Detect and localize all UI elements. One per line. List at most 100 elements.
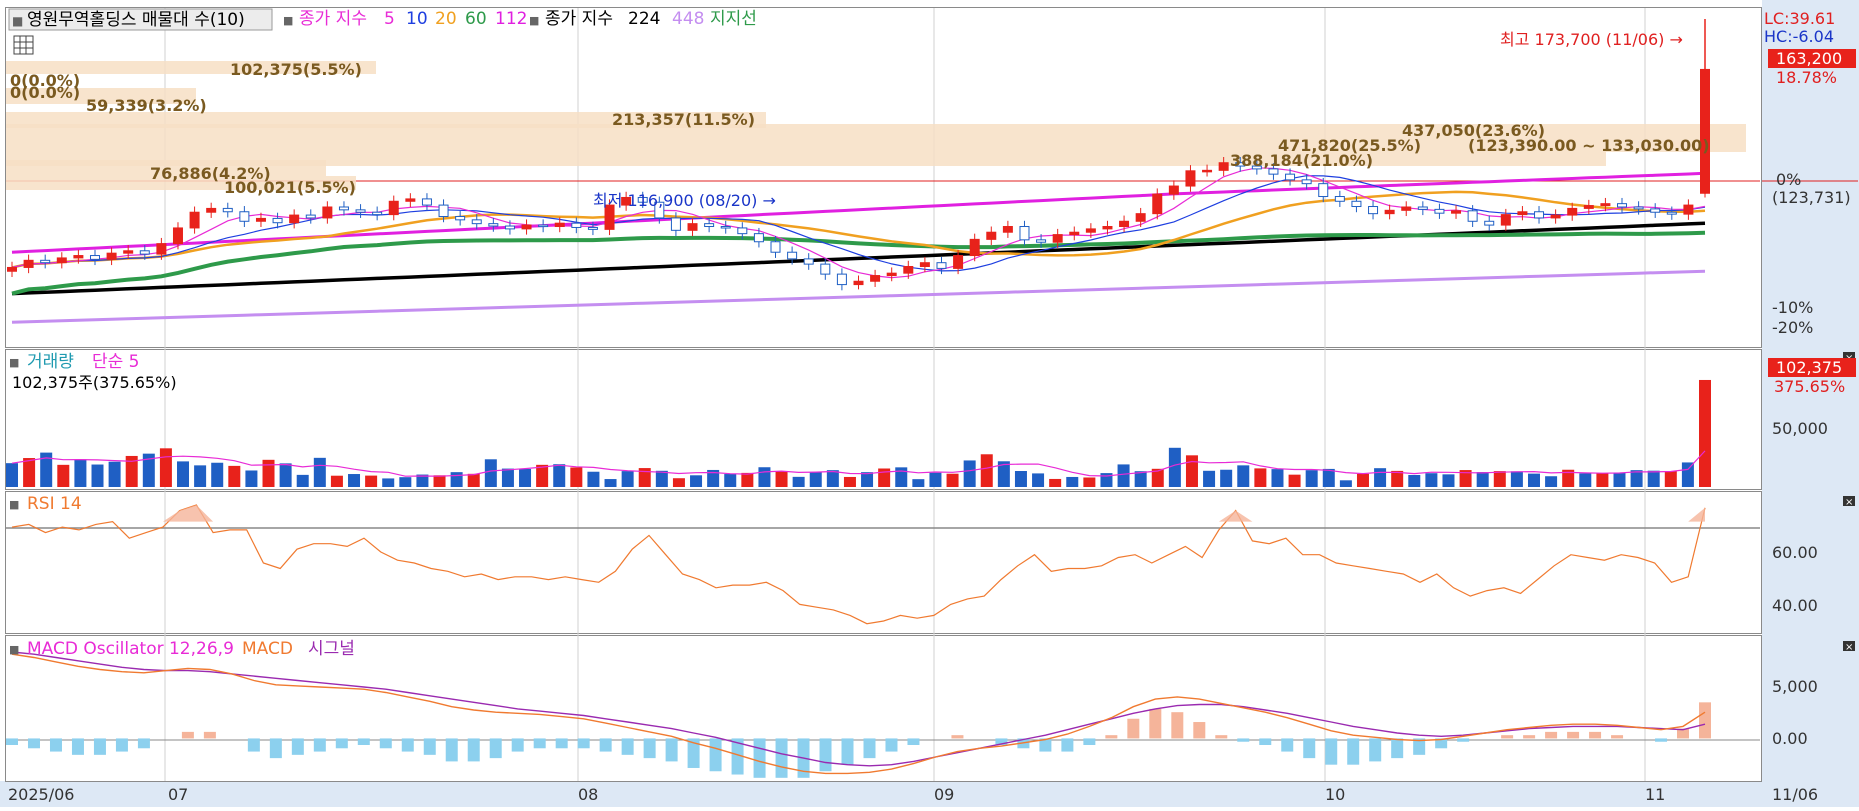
candle-body-94 (1567, 207, 1578, 216)
volume-bar-26 (450, 472, 463, 487)
macd-osc-bar-76 (1677, 728, 1690, 739)
macd-osc-bar-28 (621, 738, 634, 755)
macd-osc-bar-66 (1457, 738, 1470, 742)
volume-bar-17 (296, 474, 309, 487)
macd-osc-bar-25 (555, 738, 568, 749)
volume-profile-layer (6, 61, 1746, 190)
candle-body-13 (222, 207, 233, 213)
candle-body-75 (1251, 165, 1262, 170)
title-box[interactable] (8, 8, 273, 31)
candle-body-91 (1517, 211, 1528, 216)
macd-osc-bar-45 (995, 738, 1008, 745)
volume-bar-89 (1527, 473, 1540, 487)
rsi-panel[interactable] (5, 491, 1762, 634)
candle-body-98 (1633, 206, 1644, 210)
macd-osc-bar-48 (1061, 738, 1074, 752)
candle-body-11 (189, 211, 200, 229)
candle-body-57 (953, 255, 964, 269)
volume-profile-band-0 (6, 61, 376, 74)
candle-body-1 (23, 259, 34, 268)
volume-bar-39 (672, 478, 685, 487)
vp-label-388184: 388,184(21.0%) (1230, 151, 1373, 170)
table-icon[interactable] (13, 35, 34, 55)
volume-bar-94 (1613, 472, 1626, 487)
volume-bar-15 (262, 459, 275, 487)
volume-bar-85 (1459, 470, 1472, 487)
volume-bar-11 (194, 465, 207, 487)
macd-osc-bar-6 (137, 738, 150, 749)
volume-bar-2 (40, 452, 53, 487)
macd-osc-bar-18 (401, 738, 414, 752)
candle-body-39 (654, 201, 665, 219)
volume-bar-76 (1305, 470, 1318, 487)
volume-bar-57 (980, 454, 993, 487)
ma-112-label: 112 (495, 9, 527, 29)
volume-bar-23 (399, 477, 412, 487)
candle-body-84 (1401, 206, 1412, 211)
pct-minus-20: -20% (1772, 318, 1813, 337)
candle-body-97 (1617, 203, 1628, 208)
macd-osc-bar-15 (335, 738, 348, 749)
candle-body-61 (1019, 226, 1030, 241)
candle-body-56 (936, 262, 947, 269)
rsi-close-icon[interactable]: × (1843, 496, 1855, 508)
price-panel[interactable] (5, 7, 1762, 348)
volume-profile-band-5 (6, 124, 1746, 138)
vp-label-76886: 76,886(4.2%) (150, 164, 271, 183)
x-label-07: 07 (168, 785, 188, 804)
macd-osc-bar-23 (511, 738, 524, 752)
macd-osc-bar-57 (1259, 738, 1272, 745)
candle-body-99 (1650, 208, 1661, 213)
volume-bar-52 (895, 467, 908, 487)
volume-bar-9 (159, 448, 172, 487)
candle-body-60 (1002, 226, 1013, 233)
volume-bar-90 (1545, 476, 1558, 487)
candle-body-30 (504, 225, 515, 230)
macd-osc-bar-51 (1127, 718, 1140, 739)
candle-body-76 (1268, 168, 1279, 175)
macd-panel[interactable] (5, 635, 1762, 782)
svg-text:×: × (1845, 497, 1853, 508)
volume-profile-labels: 0(0.0%) 0(0.0%) 102,375(5.5%) 59,339(3.2… (10, 60, 1710, 197)
vp-label-100021: 100,021(5.5%) (224, 178, 356, 197)
volume-bar-18 (313, 457, 326, 487)
volume-last-value: 102,375 (1776, 358, 1842, 377)
macd-osc-bar-73 (1611, 735, 1624, 739)
volume-bar-43 (741, 472, 754, 487)
macd-close-icon[interactable]: × (1843, 641, 1855, 653)
candle-body-36 (604, 204, 615, 230)
candle-body-48 (803, 258, 814, 265)
macd-signal-line (11, 651, 1706, 767)
macd-label: MACD (242, 639, 293, 659)
macd-osc-bar-0 (6, 738, 18, 745)
vp-label-471820: 471,820(25.5%) (1278, 136, 1421, 155)
volume-bar-25 (433, 475, 446, 487)
macd-osc-bar-35 (775, 738, 788, 778)
candle-body-43 (720, 226, 731, 229)
moving-average-layer (11, 167, 1706, 324)
ma-group-1-label: 종가 지수 (299, 9, 367, 29)
x-label-08: 08 (578, 785, 598, 804)
volume-bar-38 (655, 470, 668, 487)
volume-bar-27 (467, 473, 480, 487)
volume-bar-30 (519, 468, 532, 487)
candle-body-87 (1451, 210, 1462, 214)
date-axis-background (0, 781, 1859, 807)
volume-bar-67 (1151, 468, 1164, 487)
candle-body-24 (405, 198, 416, 202)
volume-panel[interactable] (5, 349, 1762, 490)
rsi-title: RSI 14 (27, 494, 82, 514)
macd-osc-bar-40 (885, 738, 898, 752)
candle-body-5 (89, 255, 100, 260)
volume-bar-73 (1254, 468, 1267, 487)
candle-body-last (1700, 68, 1710, 192)
signal-label: 시그널 (308, 639, 355, 659)
macd-osc-bar-1 (27, 738, 40, 749)
macd-osc-bar-75 (1655, 738, 1668, 742)
volume-bar-78 (1339, 480, 1352, 487)
pct-zero-sub: (123,731) (1772, 188, 1851, 207)
volume-profile-band-6 (6, 138, 1746, 152)
candle-body-58 (969, 238, 980, 257)
candle-body-54 (903, 265, 914, 274)
